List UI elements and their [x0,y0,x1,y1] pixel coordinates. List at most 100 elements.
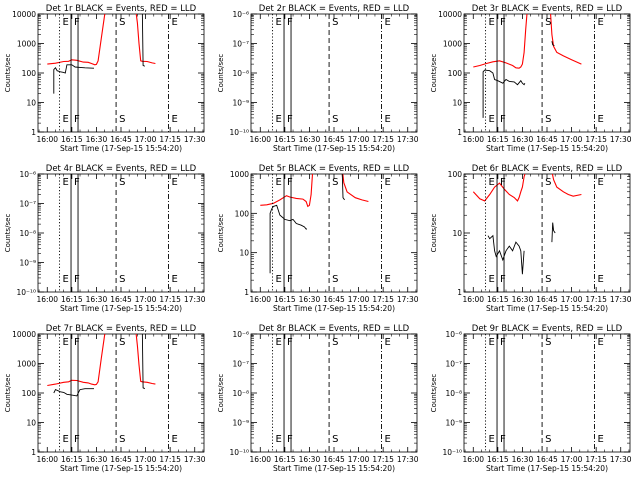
marker-label-e2: E [172,337,178,348]
y-tick-label: 10⁻⁷ [232,40,249,49]
x-axis: 16:00 16:15 16:30 16:45 17:00 17:15 17:30 [36,174,206,304]
marker-label-f: F [287,177,293,188]
x-tick-label: 16:45 [323,295,345,304]
y-tick-label: 10 [26,419,36,428]
panel-title: Det 4r BLACK = Events, RED = LLD [46,164,197,174]
x-tick-label: 16:00 [462,295,484,304]
x-tick-label: 17:00 [135,295,157,304]
marker-label-e1: E [63,274,69,285]
marker-label-e1: E [276,114,282,125]
x-axis-label: Start Time (17-Sep-15 15:54:20) [486,144,608,153]
marker-label-f: F [287,17,293,28]
detector-panel-8: Det 8r BLACK = Events, RED = LLD10⁻¹⁰10⁻… [217,324,419,473]
events-series-line [269,204,307,274]
y-axis: 10⁻¹⁰ 10⁻⁹ 10⁻⁸ 10⁻⁷ 10⁻⁶ [16,170,204,297]
marker-label-s: S [545,114,551,125]
x-tick-label: 17:00 [348,295,370,304]
x-tick-label: 17:00 [561,295,583,304]
y-tick-label: 1000 [17,40,36,49]
x-tick-label: 16:00 [36,135,58,144]
panel-title: Det 8r BLACK = Events, RED = LLD [259,324,410,334]
marker-label-f: F [287,114,293,125]
y-tick-label: 1000 [17,360,36,369]
x-tick-label: 16:30 [86,135,108,144]
y-tick-label: 10000 [12,330,36,339]
x-tick-label: 17:15 [372,135,394,144]
y-tick-label: 100 [22,389,37,398]
marker-label-f: F [500,274,506,285]
x-axis-label: Start Time (17-Sep-15 15:54:20) [60,144,182,153]
y-tick-label: 10⁻⁷ [445,360,462,369]
x-tick-label: 16:15 [274,295,296,304]
y-axis: 10⁻¹⁰ 10⁻⁹ 10⁻⁸ 10⁻⁷ 10⁻⁶ [229,330,417,457]
marker-label-e1: E [63,114,69,125]
marker-label-s: S [119,337,125,348]
marker-label-e1: E [276,17,282,28]
y-tick-label: 10⁻⁹ [232,419,249,428]
marker-label-e2: E [598,434,604,445]
x-tick-label: 16:15 [61,295,83,304]
marker-label-e1: E [489,177,495,188]
y-tick-label: 10000 [438,10,462,19]
marker-label-e1: E [276,434,282,445]
detector-panel-6: Det 6r BLACK = Events, RED = LLD 1 10 100 Co… [430,164,632,313]
y-axis-label: Counts/sec [217,374,225,413]
detector-panel-2: Det 2r BLACK = Events, RED = LLD 10⁻¹⁰ 10⁻… [217,4,419,153]
marker-label-f: F [287,337,293,348]
y-tick-label: 1 [31,448,36,457]
x-tick-label: 16:15 [274,455,296,464]
marker-label-f: F [500,17,506,28]
marker-label-e2: E [598,274,604,285]
x-tick-label: 17:15 [585,135,607,144]
y-tick-label: 100 [448,170,463,179]
y-axis-label: Counts/sec [430,214,438,253]
marker-label-f: F [74,434,80,445]
marker-label-s: S [119,114,125,125]
marker-label-s: S [545,274,551,285]
x-tick-label: 16:45 [323,455,345,464]
marker-label-f: F [500,114,506,125]
y-tick-label: 10⁻¹⁰ [442,448,462,457]
marker-label-e1: E [489,17,495,28]
y-tick-label: 1 [31,128,36,137]
marker-label-s: S [545,177,551,188]
x-axis-label: Start Time (17-Sep-15 15:54:20) [60,464,182,473]
x-axis-label: Start Time (17-Sep-15 15:54:20) [273,144,395,153]
x-tick-label: 16:45 [110,455,132,464]
y-axis: 1 10 100 1000 10000 [12,10,204,137]
x-axis-label: Start Time (17-Sep-15 15:54:20) [486,464,608,473]
events-series-line [551,222,556,243]
x-tick-label: 17:30 [610,295,632,304]
y-axis-label: Counts/sec [217,54,225,93]
x-tick-label: 16:30 [86,455,108,464]
y-axis-label: Counts/sec [4,54,12,93]
marker-label-f: F [74,17,80,28]
marker-label-f: F [500,177,506,188]
y-tick-label: 1 [457,128,462,137]
x-axis: 16:00 16:15 16:30 16:45 17:00 17:15 17:30 [249,334,419,464]
marker-label-e2: E [385,17,391,28]
events-series-line [53,388,94,397]
lld-series-line [472,174,582,202]
x-tick-label: 16:45 [110,135,132,144]
y-tick-label: 10 [239,249,249,258]
x-tick-label: 16:30 [299,295,321,304]
y-tick-label: 10⁻⁶ [445,330,462,339]
marker-label-f: F [74,114,80,125]
events-series-line [141,14,145,67]
lld-series-line [260,174,369,208]
detector-panel-4: Det 4r BLACK = Events, RED = LLD10⁻¹⁰10⁻… [4,164,206,313]
events-series-line [487,234,525,275]
marker-label-e2: E [385,114,391,125]
x-tick-label: 17:30 [397,295,419,304]
x-tick-label: 17:15 [372,295,394,304]
y-tick-label: 10⁻¹⁰ [229,128,249,137]
x-tick-label: 16:15 [61,135,83,144]
marker-label-f: F [287,434,293,445]
x-tick-label: 17:00 [135,455,157,464]
marker-label-e1: E [63,17,69,28]
panel-title: Det 9r BLACK = Events, RED = LLD [472,324,623,334]
x-tick-label: 17:30 [397,455,419,464]
